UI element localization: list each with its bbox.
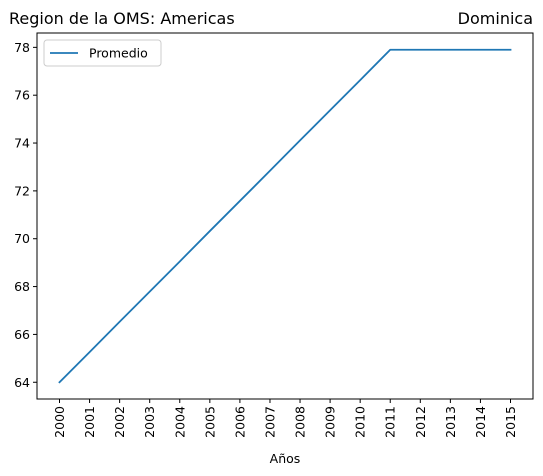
- data-point: [299, 140, 301, 142]
- legend-box: [43, 39, 162, 67]
- plot-area-frame: [36, 32, 534, 400]
- data-point: [209, 230, 211, 232]
- data-point: [510, 49, 512, 51]
- data-point: [359, 79, 361, 81]
- data-point: [59, 381, 61, 383]
- y-tick-label: 64: [14, 375, 30, 390]
- x-tick-label: 2013: [443, 406, 458, 438]
- chart-title-left: Region de la OMS: Americas: [9, 9, 235, 28]
- x-tick-label: 2011: [383, 406, 398, 438]
- x-tick-label: 2009: [323, 406, 338, 438]
- x-tick-label: 2010: [353, 406, 368, 438]
- series-layer: [58, 48, 512, 384]
- x-tick-label: 2001: [82, 406, 97, 438]
- x-tick-label: 2007: [262, 406, 277, 438]
- y-tick-label: 76: [14, 88, 30, 103]
- data-point: [269, 170, 271, 172]
- data-point: [119, 321, 121, 323]
- y-tick-label: 68: [14, 279, 30, 294]
- x-tick-label: 2004: [172, 406, 187, 438]
- data-point: [89, 351, 91, 353]
- axis-ticks: 64 66 68 70 72 74 76 78 2000 2001 2002 2003 2004 2005…: [14, 40, 518, 438]
- data-point: [149, 291, 151, 293]
- data-point: [329, 109, 331, 111]
- x-axis-label: Años: [270, 451, 301, 466]
- chart-title-right: Dominica: [458, 9, 533, 28]
- y-tick-label: 78: [14, 40, 30, 55]
- legend: Promedio: [43, 39, 162, 67]
- y-tick-label: 74: [14, 136, 30, 151]
- data-point: [419, 49, 421, 51]
- x-tick-label: 2000: [52, 406, 67, 438]
- legend-label-promedio: Promedio: [89, 46, 148, 61]
- x-tick-label: 2006: [232, 406, 247, 438]
- x-tick-label: 2008: [293, 406, 308, 438]
- x-tick-label: 2003: [142, 406, 157, 438]
- data-point: [239, 200, 241, 202]
- x-tick-label: 2014: [473, 406, 488, 438]
- series-line-promedio: [58, 48, 512, 384]
- y-tick-label: 66: [14, 327, 30, 342]
- x-tick-label: 2005: [202, 406, 217, 438]
- x-tick-label: 2012: [413, 406, 428, 438]
- data-point: [179, 261, 181, 263]
- y-tick-label: 70: [14, 231, 30, 246]
- x-tick-label: 2002: [112, 406, 127, 438]
- data-point: [449, 49, 451, 51]
- y-tick-label: 72: [14, 183, 30, 198]
- data-point: [480, 49, 482, 51]
- data-point: [389, 49, 391, 51]
- x-tick-label: 2015: [503, 406, 518, 438]
